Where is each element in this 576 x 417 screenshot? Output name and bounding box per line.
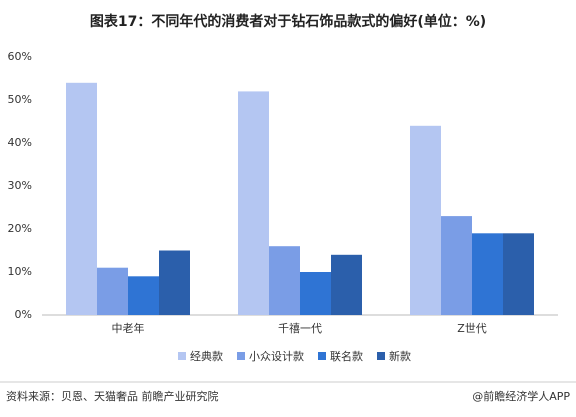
x-tick-label: 中老年 <box>112 321 145 335</box>
bar <box>159 250 190 315</box>
bar <box>331 254 362 315</box>
bar <box>472 233 503 315</box>
bar <box>269 246 300 315</box>
x-tick-label: Z世代 <box>457 322 487 335</box>
credit: @前瞻经济学人APP <box>472 389 570 403</box>
legend-swatch <box>237 352 245 360</box>
y-tick-label: 50% <box>8 93 32 106</box>
bar <box>410 125 441 315</box>
x-tick-label: 千禧一代 <box>278 322 322 335</box>
bar <box>503 233 534 315</box>
legend-label: 经典款 <box>190 349 223 363</box>
bar <box>441 216 472 315</box>
legend-swatch <box>318 352 326 360</box>
chart-title: 图表17：不同年代的消费者对于钻石饰品款式的偏好(单位：%) <box>90 13 486 30</box>
bar <box>300 272 331 315</box>
y-tick-label: 10% <box>8 265 32 278</box>
y-tick-label: 40% <box>8 136 32 149</box>
y-tick-label: 60% <box>8 50 32 63</box>
bar <box>66 82 97 315</box>
y-tick-label: 0% <box>15 308 32 321</box>
legend-label: 新款 <box>389 349 411 363</box>
legend-label: 小众设计款 <box>249 349 304 363</box>
bar <box>238 91 269 316</box>
y-tick-label: 20% <box>8 222 32 235</box>
legend-swatch <box>377 352 385 360</box>
y-tick-label: 30% <box>8 179 32 192</box>
legend-label: 联名款 <box>330 349 363 363</box>
bar <box>128 276 159 315</box>
source: 资料来源：贝恩、天猫奢品 前瞻产业研究院 <box>6 389 219 403</box>
legend-swatch <box>178 352 186 360</box>
bar <box>97 267 128 315</box>
